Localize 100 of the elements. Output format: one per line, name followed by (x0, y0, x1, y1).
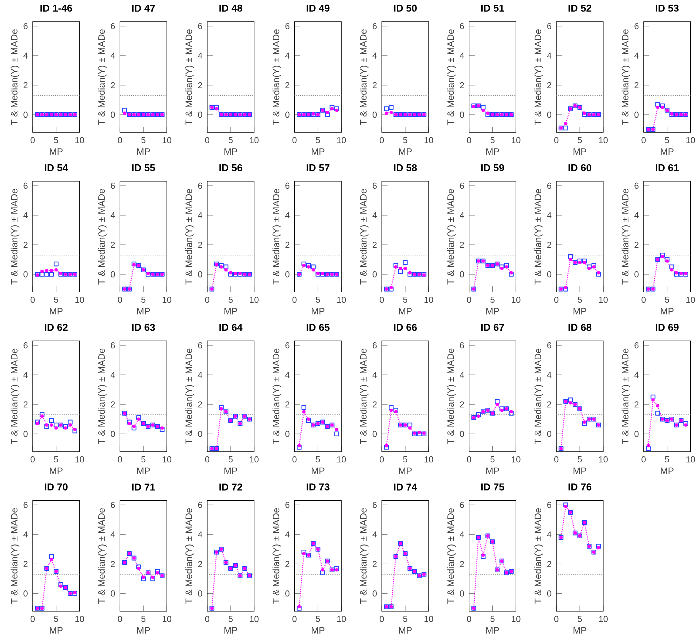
x-tick-label: 0 (467, 296, 472, 303)
chart-title: ID 65 (306, 324, 330, 331)
y-tick-label: 6 (286, 342, 290, 348)
x-tick-label: 10 (76, 296, 84, 303)
y-tick-label: 2 (372, 561, 377, 568)
x-tick-label: 5 (142, 456, 146, 462)
y-tick-label: 4 (110, 372, 116, 378)
y-tick-label: 0 (634, 271, 639, 278)
x-tick-label: 10 (686, 137, 696, 144)
x-axis-title: MP (661, 148, 674, 155)
y-tick-label: 6 (24, 342, 28, 348)
y-axis-title: T & Median(Y) ± MADe (447, 189, 456, 285)
y-tick-label: 4 (198, 372, 203, 378)
y-axis-title: T & Median(Y) ± MADe (10, 348, 20, 444)
x-axis-title: MP (312, 308, 325, 314)
y-tick-label: 2 (198, 401, 202, 408)
x-tick-label: 5 (54, 456, 58, 462)
y-tick-label: 0 (372, 590, 377, 597)
y-axis-title: T & Median(Y) ± MADe (534, 189, 544, 285)
x-tick-label: 0 (292, 456, 297, 462)
y-axis-title: T & Median(Y) ± MADe (447, 29, 456, 125)
y-tick-label: 6 (24, 23, 28, 30)
y-tick-label: 6 (634, 182, 639, 189)
x-tick-label: 0 (642, 296, 646, 303)
y-tick-label: 4 (198, 52, 203, 59)
y-axis-title: T & Median(Y) ± MADe (622, 189, 631, 285)
y-tick-label: 6 (548, 23, 552, 30)
x-tick-label: 0 (118, 616, 122, 622)
y-tick-label: 2 (460, 82, 464, 88)
y-tick-label: 2 (548, 242, 552, 248)
y-axis-title: T & Median(Y) ± MADe (534, 29, 544, 125)
y-tick-label: 4 (372, 212, 378, 218)
x-axis-title: MP (224, 468, 238, 474)
chart-title: ID 53 (656, 4, 679, 12)
y-tick-label: 4 (198, 212, 203, 218)
y-tick-label: 6 (372, 182, 377, 189)
y-tick-label: 4 (285, 372, 290, 378)
y-tick-label: 2 (372, 82, 377, 88)
x-axis-title: MP (50, 148, 63, 155)
x-tick-label: 10 (250, 296, 259, 303)
y-tick-label: 6 (111, 502, 116, 508)
chart-title: ID 61 (656, 164, 679, 172)
y-tick-label: 2 (198, 561, 202, 568)
chart-title: ID 1-46 (40, 4, 72, 12)
x-tick-label: 5 (142, 137, 146, 144)
y-tick-label: 2 (111, 82, 116, 88)
y-tick-label: 0 (24, 430, 28, 438)
chart-title: ID 51 (482, 4, 504, 12)
x-tick-label: 5 (403, 616, 408, 622)
y-tick-label: 6 (548, 342, 552, 348)
x-tick-label: 5 (490, 296, 495, 303)
x-tick-label: 10 (512, 296, 521, 303)
x-tick-label: 10 (162, 137, 172, 144)
y-tick-label: 0 (460, 590, 464, 597)
x-axis-title: MP (486, 627, 500, 634)
chart-title: ID 54 (45, 164, 68, 172)
chart-title: ID 76 (568, 483, 592, 491)
x-tick-label: 0 (467, 137, 472, 144)
y-axis-title: T & Median(Y) ± MADe (272, 29, 282, 125)
x-axis-title: MP (312, 468, 325, 474)
x-tick-label: 5 (316, 137, 320, 144)
y-tick-label: 2 (111, 401, 116, 408)
chart-title: ID 71 (132, 484, 156, 491)
chart-title: ID 62 (45, 324, 68, 331)
x-tick-label: 5 (228, 137, 233, 144)
y-tick-label: 2 (548, 401, 552, 408)
chart-title: ID 57 (306, 164, 330, 172)
x-axis-title: MP (486, 148, 500, 155)
y-tick-label: 4 (460, 372, 464, 378)
x-axis-title: MP (574, 627, 587, 634)
y-tick-label: 6 (372, 342, 377, 348)
x-tick-label: 10 (76, 137, 84, 144)
x-tick-label: 0 (292, 137, 297, 144)
x-tick-label: 5 (142, 296, 146, 303)
x-tick-label: 0 (205, 616, 210, 622)
chart-title: ID 60 (568, 164, 592, 172)
x-tick-label: 10 (162, 616, 172, 622)
x-tick-label: 0 (292, 296, 297, 303)
x-axis-title: MP (399, 627, 412, 634)
y-tick-label: 4 (372, 532, 378, 538)
chart-title: ID 64 (220, 324, 243, 331)
y-axis-title: T & Median(Y) ± MADe (98, 29, 107, 125)
x-tick-label: 0 (554, 456, 559, 462)
x-tick-label: 10 (250, 456, 259, 462)
x-tick-label: 0 (554, 616, 559, 622)
y-tick-label: 6 (198, 342, 202, 348)
y-axis-title: T & Median(Y) ± MADe (360, 189, 369, 285)
y-tick-label: 0 (198, 590, 202, 597)
y-axis-title: T & Median(Y) ± MADe (447, 348, 456, 444)
y-tick-label: 0 (198, 430, 202, 438)
x-tick-label: 5 (228, 296, 233, 303)
x-axis-title: MP (661, 308, 674, 314)
y-axis-title: T & Median(Y) ± MADe (185, 189, 194, 285)
y-tick-label: 2 (372, 242, 377, 248)
y-axis-title: T & Median(Y) ± MADe (272, 508, 282, 604)
x-tick-label: 5 (665, 296, 670, 303)
x-tick-label: 5 (54, 616, 58, 622)
y-axis-title: T & Median(Y) ± MADe (360, 29, 369, 125)
y-tick-label: 4 (547, 212, 552, 218)
y-tick-label: 6 (111, 342, 116, 348)
